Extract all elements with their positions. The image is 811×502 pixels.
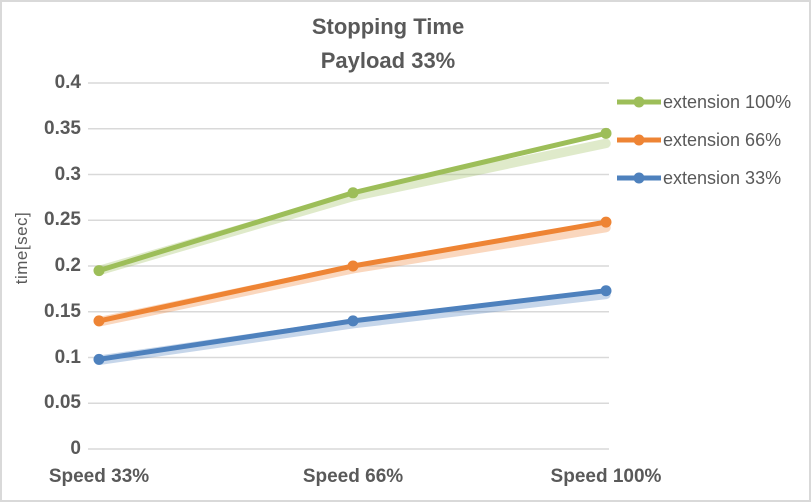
line-marker-icon: [617, 96, 661, 108]
data-point-marker: [347, 187, 359, 199]
x-axis-label-speed-33: Speed 33%: [48, 466, 150, 487]
y-tick-label: 0.35: [44, 117, 81, 139]
legend-label: extension 33%: [663, 167, 782, 188]
data-point-marker: [600, 216, 612, 228]
data-point-marker: [600, 285, 612, 297]
legend-label: extension 100%: [663, 91, 792, 112]
data-point-marker: [93, 315, 105, 327]
y-tick-label: 0.25: [44, 209, 81, 231]
y-tick-label: 0.05: [44, 392, 81, 414]
legend-item-extension-66: extension 66%: [617, 128, 791, 152]
chart-title: Stopping Time Payload 33%: [2, 10, 774, 78]
y-tick-label: 0: [70, 438, 81, 459]
chart-title-line1: Stopping Time: [311, 14, 465, 39]
legend-item-extension-100: extension 100%: [617, 90, 791, 114]
y-tick-label: 0.2: [54, 255, 81, 276]
legend: extension 100% extension 66% extension 3…: [617, 90, 791, 190]
data-point-marker: [93, 353, 105, 365]
line-marker-icon: [617, 134, 661, 146]
legend-item-extension-33: extension 33%: [617, 166, 791, 190]
data-point-marker: [347, 315, 359, 327]
y-tick-label: 0.3: [54, 163, 81, 185]
x-axis-label-speed-100: Speed 100%: [550, 466, 662, 487]
legend-label: extension 66%: [663, 129, 782, 150]
y-tick-label: 0.1: [54, 346, 81, 368]
data-point-marker: [93, 265, 105, 277]
chart-title-line2: Payload 33%: [320, 48, 456, 73]
y-tick-label: 0.4: [54, 72, 81, 93]
data-point-marker: [347, 260, 359, 272]
y-tick-label: 0.15: [44, 300, 81, 322]
x-axis-label-speed-66: Speed 66%: [302, 466, 404, 487]
line-marker-icon: [617, 172, 661, 184]
data-point-marker: [600, 127, 612, 139]
